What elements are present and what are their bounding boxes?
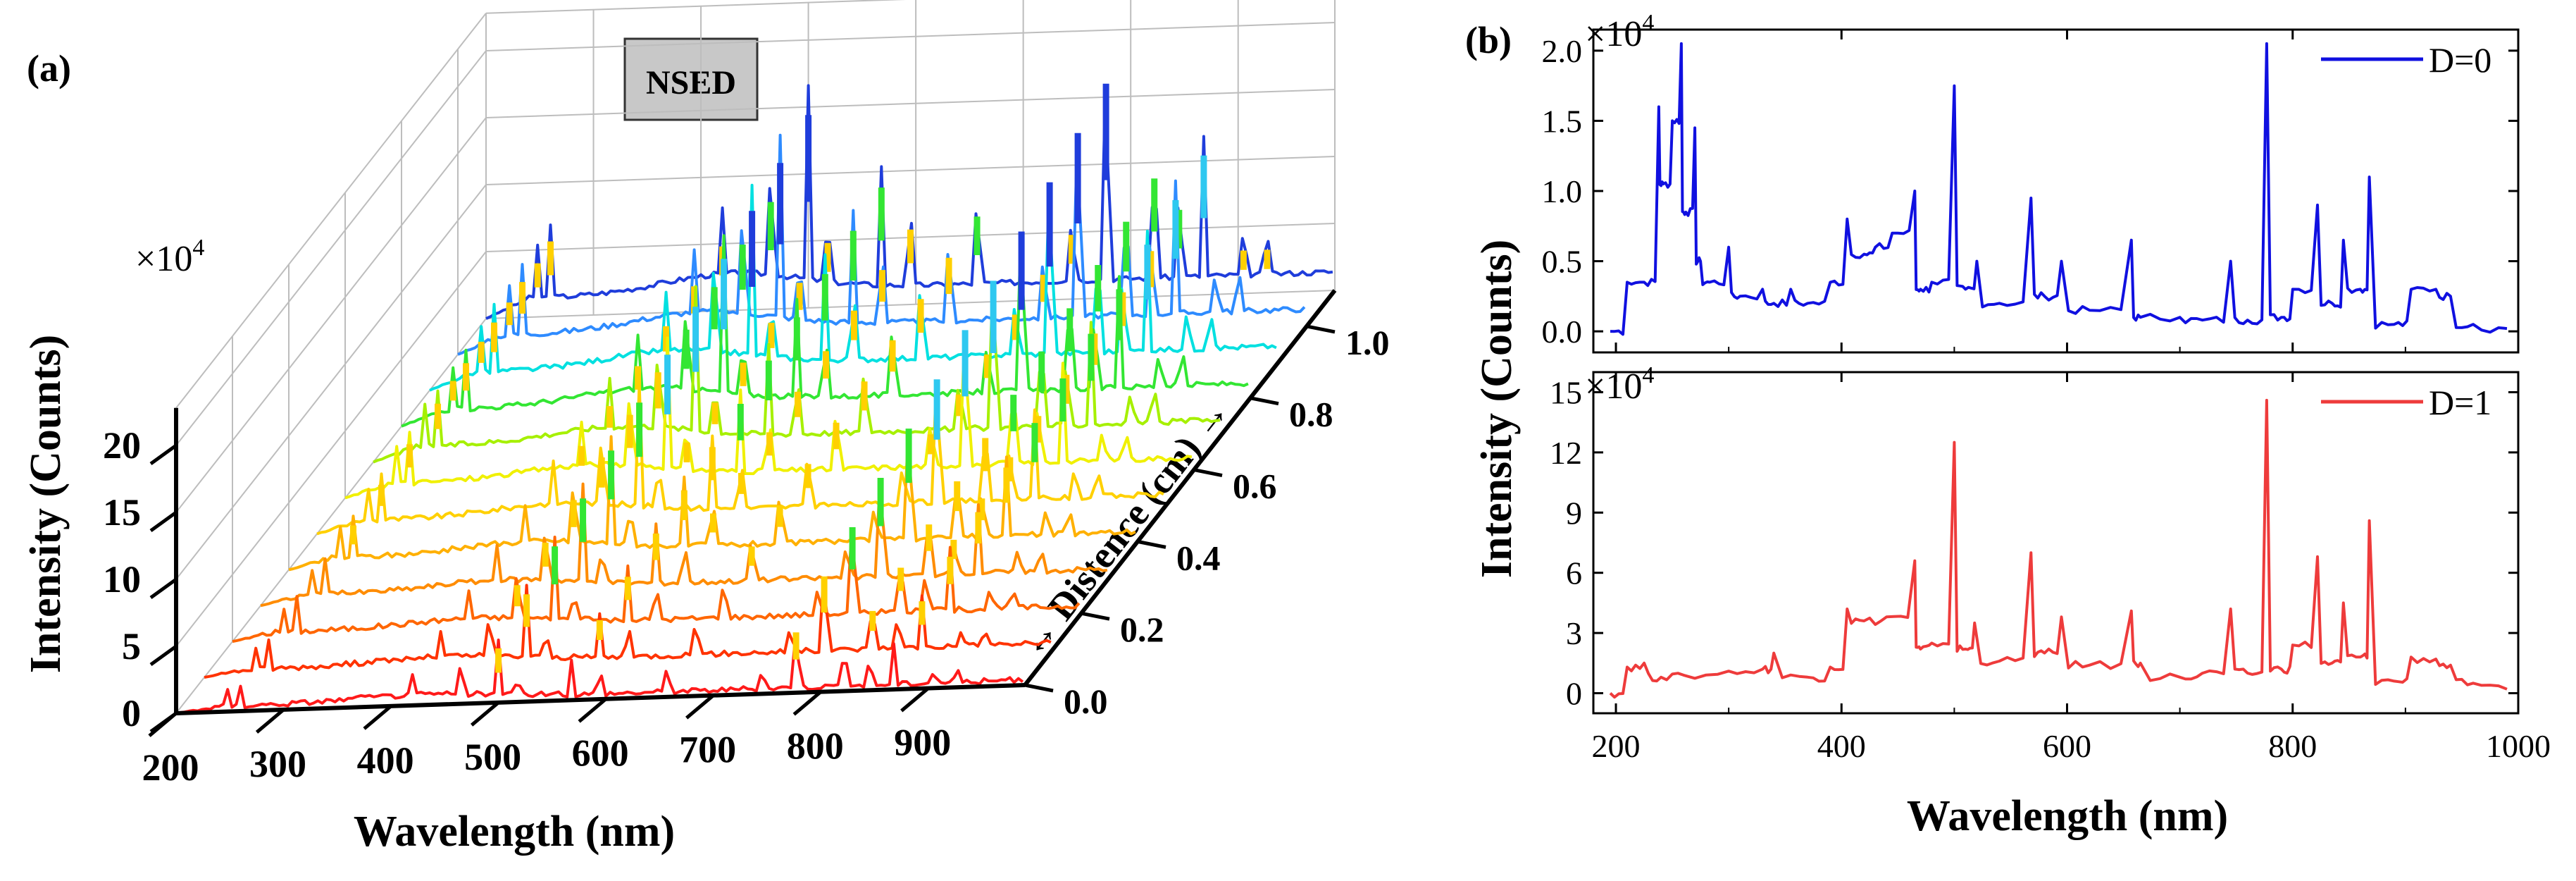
x-tick bbox=[792, 690, 822, 716]
series-line-b-top bbox=[1610, 42, 2508, 336]
spectrum-line bbox=[175, 639, 1024, 715]
y-tick-label-b-bottom: 0 bbox=[1566, 676, 1582, 712]
back-wall-grid-line bbox=[485, 89, 1336, 118]
side-wall-grid-line bbox=[175, 117, 487, 513]
x-tick-label: 900 bbox=[894, 722, 951, 764]
z-tick bbox=[1250, 396, 1279, 406]
y-tick bbox=[149, 510, 178, 533]
y-tick bbox=[149, 644, 178, 667]
x-tick-label: 500 bbox=[464, 736, 521, 778]
panel-b-top-multiplier: ×104 bbox=[1585, 10, 1654, 54]
side-wall-grid-line bbox=[175, 318, 487, 714]
z-axis-line bbox=[1023, 289, 1337, 686]
x-tick-label-b-bottom: 600 bbox=[2043, 728, 2091, 764]
axes-frame-b-top bbox=[1592, 28, 2520, 354]
panel-b-ylabel: Intensity (Counts) bbox=[1473, 240, 1521, 579]
x-tick-label-b-bottom: 1000 bbox=[2486, 728, 2551, 764]
y-tick-label-b-top: 0.5 bbox=[1542, 244, 1583, 280]
y-tick-label-b-bottom: 15 bbox=[1550, 374, 1582, 410]
side-wall-grid-line bbox=[175, 13, 487, 409]
y-tick-label: 20 bbox=[103, 424, 141, 467]
panel-b-plot: 0.0 0.5 1.0 1.5 2.0 D=0 200 400 600 800 1000 0 3 6 9 12… bbox=[1542, 28, 2551, 764]
x-tick bbox=[363, 704, 392, 730]
x-tick bbox=[900, 686, 930, 713]
legend-label-b-bottom: D=1 bbox=[2429, 383, 2491, 422]
y-tick-label-b-top: 0.0 bbox=[1542, 314, 1583, 350]
x-tick-label: 800 bbox=[787, 725, 844, 768]
x-tick-label: 300 bbox=[249, 743, 306, 785]
y-tick-label-b-top: 1.5 bbox=[1542, 103, 1583, 139]
x-tick-label: 700 bbox=[679, 729, 736, 771]
back-wall-grid-line bbox=[485, 156, 1336, 185]
z-tick-label: 0.6 bbox=[1233, 467, 1277, 506]
panel-a-xlabel: Wavelength (nm) bbox=[354, 808, 675, 856]
y-tick-label: 10 bbox=[103, 558, 141, 600]
z-tick-label: 0.4 bbox=[1176, 538, 1221, 577]
nsed-box bbox=[623, 37, 759, 121]
spectrum-line bbox=[232, 535, 1081, 643]
spectrum-line bbox=[204, 581, 1052, 679]
y-tick bbox=[149, 443, 178, 466]
z-tick bbox=[1081, 611, 1110, 621]
z-tick bbox=[1193, 468, 1223, 477]
panel-a-multiplier: ×104 bbox=[135, 235, 204, 279]
panel-a-label: (a) bbox=[27, 47, 71, 90]
nsed-label: NSED bbox=[646, 64, 736, 101]
z-tick bbox=[1306, 324, 1336, 334]
side-wall-grid-line bbox=[175, 50, 487, 446]
axes-frame-b-bottom bbox=[1592, 371, 2520, 715]
y-tick-label-b-bottom: 6 bbox=[1566, 555, 1582, 591]
side-wall-grid-line bbox=[175, 184, 487, 580]
panel-b-xlabel: Wavelength (nm) bbox=[1907, 792, 2228, 840]
y-tick-label-b-bottom: 9 bbox=[1566, 495, 1582, 531]
side-wall-grid-line bbox=[175, 251, 487, 647]
x-tick-label: 200 bbox=[142, 746, 199, 789]
y-tick-label-b-top: 2.0 bbox=[1542, 33, 1583, 69]
panel-b-label: (b) bbox=[1465, 19, 1512, 61]
back-wall-grid-line bbox=[485, 290, 1336, 319]
y-tick bbox=[149, 711, 178, 734]
x-tick bbox=[470, 701, 500, 727]
y-tick-label-b-top: 1.0 bbox=[1542, 173, 1583, 209]
x-tick-label-b-bottom: 200 bbox=[1592, 728, 1641, 764]
y-tick-label: 0 bbox=[122, 692, 141, 734]
back-wall-grid-line bbox=[485, 22, 1336, 51]
panel-b-bottom-multiplier: ×104 bbox=[1585, 362, 1654, 407]
series-line-b-bottom bbox=[1609, 398, 2508, 699]
panel-a-ylabel: Intensity (Counts) bbox=[22, 335, 70, 674]
x-tick-label: 400 bbox=[357, 739, 414, 782]
y-tick-label-b-bottom: 12 bbox=[1550, 435, 1582, 471]
z-tick bbox=[1137, 539, 1166, 549]
spectrum-line bbox=[260, 482, 1108, 608]
z-tick-label: 1.0 bbox=[1345, 323, 1390, 362]
y-tick-label: 5 bbox=[122, 625, 141, 667]
panel-a-plot: 200 300 400 500 600 700 800 900 0 5 10 15 20 0.0 0.2 0.… bbox=[103, 0, 1390, 789]
z-tick-label: 0.0 bbox=[1064, 682, 1108, 721]
z-tick-label: 0.2 bbox=[1120, 610, 1164, 649]
x-tick bbox=[578, 697, 607, 723]
y-tick-label: 15 bbox=[103, 491, 141, 534]
x-tick-label-b-bottom: 400 bbox=[1817, 728, 1866, 764]
x-tick-label: 600 bbox=[572, 732, 629, 775]
y-tick bbox=[149, 577, 178, 600]
z-tick bbox=[1024, 683, 1054, 693]
back-wall-grid-line bbox=[485, 0, 907, 14]
legend-label-b-top: D=0 bbox=[2429, 40, 2491, 80]
x-tick bbox=[685, 694, 715, 720]
x-axis-line bbox=[175, 683, 1026, 715]
z-tick-label: 0.8 bbox=[1289, 395, 1333, 434]
x-tick-label-b-bottom: 800 bbox=[2268, 728, 2317, 764]
y-tick-label-b-bottom: 3 bbox=[1566, 615, 1582, 651]
x-tick bbox=[255, 708, 285, 734]
